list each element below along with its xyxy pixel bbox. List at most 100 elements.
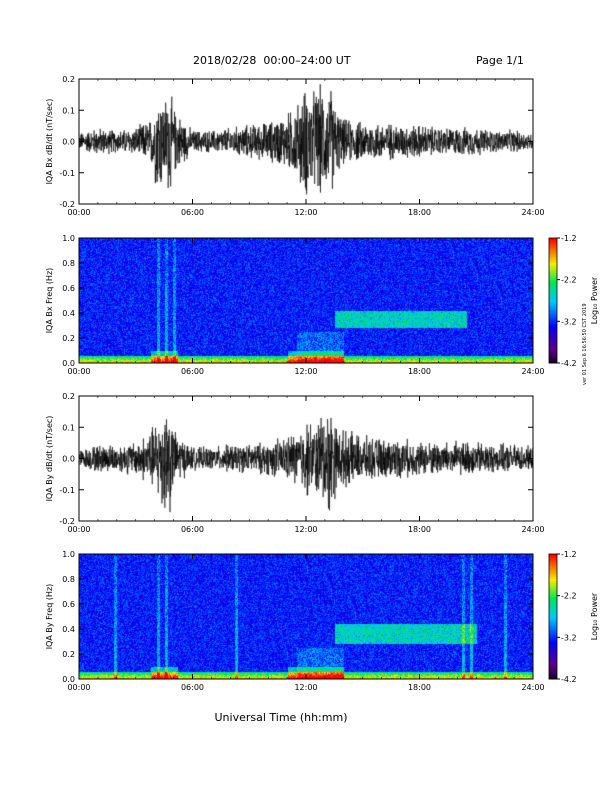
- colorbar-swatch: [549, 631, 557, 634]
- x-tick-label: 24:00: [521, 683, 544, 692]
- colorbar-swatch: [549, 246, 557, 249]
- colorbar-swatch: [549, 583, 557, 586]
- x-tick-label: 24:00: [521, 367, 544, 376]
- colorbar-swatch: [549, 242, 557, 245]
- colorbar-swatch: [549, 641, 557, 645]
- colorbar-swatch: [549, 308, 557, 312]
- colorbar-label: Log₁₀ Power: [590, 276, 599, 324]
- y-tick-label: 1.0: [62, 234, 75, 243]
- x-tick-label: 24:00: [521, 525, 544, 534]
- y-tick-label: -0.2: [59, 517, 75, 526]
- colorbar-swatch: [549, 346, 557, 349]
- colorbar: [549, 238, 557, 364]
- colorbar-swatch: [549, 348, 557, 351]
- colorbar-swatch: [549, 660, 557, 663]
- x-tick-label: 06:00: [181, 208, 204, 217]
- colorbar-swatch: [549, 570, 557, 574]
- colorbar-swatch: [549, 633, 557, 636]
- colorbar-swatch: [549, 273, 557, 276]
- colorbar-swatch: [549, 585, 557, 588]
- y-tick-label: -0.2: [59, 200, 75, 209]
- colorbar-tick-label: -1.2: [561, 234, 577, 243]
- colorbar-swatch: [549, 610, 557, 613]
- colorbar-tick-label: -3.2: [561, 317, 577, 326]
- y-tick-label: 0.6: [62, 284, 75, 293]
- y-axis-label: IQA By Freq (Hz): [45, 584, 54, 650]
- colorbar-swatch: [549, 649, 557, 653]
- colorbar-tick-label: -1.2: [561, 550, 577, 559]
- colorbar-tick-label: -4.2: [561, 675, 577, 684]
- colorbar-swatch: [549, 267, 557, 270]
- y-tick-label: 0.2: [62, 75, 75, 84]
- colorbar-swatch: [549, 674, 557, 678]
- plot-frame: [78, 395, 534, 522]
- colorbar-swatch: [549, 670, 557, 674]
- colorbar-swatch: [549, 306, 557, 310]
- y-tick-label: 0.6: [62, 600, 75, 609]
- colorbar-swatch: [549, 315, 557, 318]
- colorbar-swatch: [549, 658, 557, 661]
- y-tick-label: 0.2: [62, 392, 75, 401]
- y-axis-label: IQA By dB/dt (nT/sec): [45, 416, 54, 502]
- page-number: Page 1/1: [476, 54, 524, 67]
- plot-frame: [78, 237, 534, 364]
- colorbar-swatch: [549, 329, 557, 333]
- colorbar-swatch: [549, 323, 557, 326]
- colorbar-swatch: [549, 618, 557, 622]
- colorbar-swatch: [549, 360, 557, 364]
- y-tick-label: 1.0: [62, 550, 75, 559]
- colorbar-swatch: [549, 319, 557, 322]
- colorbar-swatch: [549, 637, 557, 640]
- colorbar-swatch: [549, 614, 557, 617]
- colorbar-swatch: [549, 281, 557, 285]
- colorbar-swatch: [549, 572, 557, 576]
- x-tick-label: 00:00: [67, 525, 90, 534]
- colorbar-swatch: [549, 331, 557, 335]
- colorbar-frame: [548, 237, 558, 364]
- colorbar-swatch: [549, 639, 557, 642]
- colorbar-swatch: [549, 562, 557, 565]
- colorbar-swatch: [549, 238, 557, 241]
- colorbar-swatch: [549, 574, 557, 578]
- x-tick-label: 12:00: [294, 683, 317, 692]
- colorbar-swatch: [549, 244, 557, 247]
- colorbar-swatch: [549, 260, 557, 264]
- colorbar-swatch: [549, 672, 557, 676]
- colorbar-swatch: [549, 620, 557, 624]
- colorbar-swatch: [549, 579, 557, 582]
- colorbar-swatch: [549, 342, 557, 345]
- colorbar-swatch: [549, 344, 557, 347]
- colorbar-swatch: [549, 676, 557, 680]
- colorbar-swatch: [549, 296, 557, 299]
- colorbar-swatch: [549, 626, 557, 630]
- colorbar-swatch: [549, 601, 557, 605]
- colorbar-swatch: [549, 290, 557, 293]
- y-tick-label: 0.0: [62, 359, 75, 368]
- colorbar-swatch: [549, 656, 557, 659]
- colorbar-tick-label: -2.2: [561, 592, 577, 601]
- colorbar-swatch: [549, 327, 557, 331]
- colorbar-swatch: [549, 298, 557, 301]
- colorbar-swatch: [549, 325, 557, 329]
- colorbar-swatch: [549, 629, 557, 632]
- by-spectrogram-canvas: [79, 554, 533, 679]
- colorbar-swatch: [549, 666, 557, 670]
- colorbar-swatch: [549, 593, 557, 597]
- by-trace-canvas: [79, 396, 533, 521]
- x-tick-label: 12:00: [294, 525, 317, 534]
- colorbar-swatch: [549, 664, 557, 667]
- colorbar-swatch: [549, 587, 557, 590]
- y-axis-label: IQA Bx Freq (Hz): [45, 268, 54, 334]
- colorbar-swatch: [549, 591, 557, 595]
- colorbar-swatch: [549, 647, 557, 651]
- colorbar-swatch: [549, 568, 557, 572]
- colorbar-tick-label: -2.2: [561, 276, 577, 285]
- colorbar-swatch: [549, 560, 557, 563]
- colorbar-swatch: [549, 597, 557, 601]
- colorbar-swatch: [549, 651, 557, 655]
- x-tick-label: 18:00: [408, 208, 431, 217]
- colorbar-swatch: [549, 654, 557, 657]
- colorbar-swatch: [549, 335, 557, 339]
- colorbar-swatch: [549, 271, 557, 274]
